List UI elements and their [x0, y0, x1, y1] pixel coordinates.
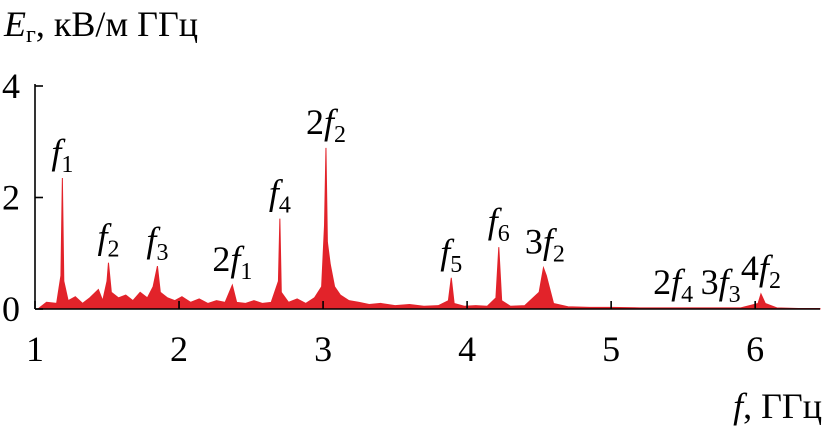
y-label-var: E: [3, 4, 26, 44]
x-tick-label: 2: [170, 329, 188, 369]
peak-label: 3f3: [701, 262, 741, 308]
peak-label: 3f2: [525, 222, 565, 268]
peak-label-sub: 2: [553, 242, 565, 268]
x-tick-label: 1: [26, 329, 44, 369]
peak-label: f3: [146, 220, 168, 266]
peak-label-prefix: 2: [306, 102, 324, 142]
peak-label-sub: 5: [450, 252, 462, 278]
peak-label-sub: 4: [279, 193, 291, 219]
spectrum: [36, 147, 821, 310]
y-label-sub: г: [26, 22, 36, 48]
peak-label-sub: 3: [156, 240, 168, 266]
peak-label-sub: 2: [334, 122, 346, 148]
peak-label: 2f1: [212, 239, 252, 285]
peak-label: f4: [269, 173, 291, 219]
peak-label: f5: [440, 232, 462, 278]
y-tick-label: 0: [2, 289, 20, 329]
peak-label-sub: 6: [498, 221, 510, 247]
y-axis-label: Eг, кВ/м ГГц: [3, 4, 198, 48]
peak-label-sub: 1: [61, 152, 73, 178]
x-tick-label: 5: [602, 329, 620, 369]
y-tick-label: 4: [2, 66, 20, 106]
peak-label-prefix: 2: [212, 239, 230, 279]
x-tick-label: 6: [746, 329, 764, 369]
peak-label-prefix: 3: [525, 222, 543, 262]
peak-label-sub: 4: [681, 282, 693, 308]
peak-label-sub: 2: [107, 237, 119, 263]
peak-label-prefix: 4: [741, 248, 759, 288]
y-label-rest: , кВ/м ГГц: [36, 4, 198, 44]
peak-label: 2f2: [306, 102, 346, 148]
x-tick-label: 4: [458, 329, 476, 369]
peak-label: 2f4: [653, 262, 693, 308]
x-axis-label: f, ГГц: [733, 386, 822, 426]
peak-label: f6: [488, 201, 510, 247]
peak-label-prefix: 3: [701, 262, 719, 302]
peak-label-sub: 2: [769, 268, 781, 294]
x-tick-label: 3: [314, 329, 332, 369]
peak-label: f2: [97, 217, 119, 263]
y-tick-label: 2: [2, 178, 20, 218]
peak-label-sub: 3: [729, 282, 741, 308]
peak-label: 4f2: [741, 248, 781, 294]
peak-label-sub: 1: [240, 259, 252, 285]
peak-label-prefix: 2: [653, 262, 671, 302]
x-label-rest: , ГГц: [743, 386, 822, 426]
peak-label: f1: [51, 132, 73, 178]
